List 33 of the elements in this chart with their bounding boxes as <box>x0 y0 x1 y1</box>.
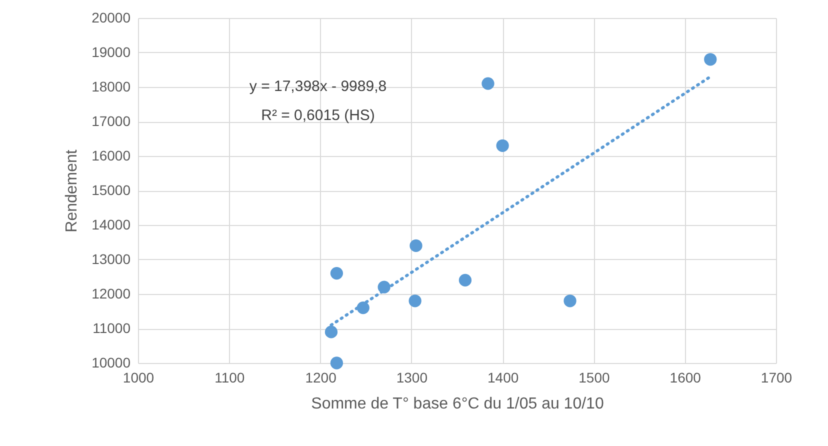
point <box>564 294 576 308</box>
y-tick-label: 15000 <box>92 182 131 198</box>
y-tick-label: 12000 <box>92 286 131 302</box>
point <box>496 139 509 152</box>
x-axis-title: Somme de T° base 6°C du 1/05 au 10/10 <box>311 396 604 412</box>
point <box>408 294 422 308</box>
x-tick-label: 1100 <box>214 370 245 386</box>
y-tick-label: 16000 <box>92 148 131 164</box>
y-tick-label: 18000 <box>92 78 131 94</box>
annotation: y = 17,398x - 9989,8 <box>249 78 387 95</box>
y-tick-label: 20000 <box>92 10 131 26</box>
point <box>458 274 472 287</box>
point <box>324 326 338 338</box>
point <box>330 356 344 370</box>
y-tick-label: 11000 <box>92 320 131 336</box>
y-tick-label: 17000 <box>92 113 131 129</box>
x-tick-label: 1300 <box>396 370 428 386</box>
point <box>482 77 494 90</box>
x-tick-label: 1200 <box>305 370 337 386</box>
point <box>704 53 717 66</box>
y-tick-label: 14000 <box>92 216 131 232</box>
y-axis-title: Rendement <box>64 149 81 232</box>
x-tick-label: 1400 <box>487 370 519 386</box>
y-tick-label: 10000 <box>92 354 131 370</box>
point <box>330 266 344 280</box>
x-tick-label: 1700 <box>760 370 792 386</box>
x-tick-label: 1000 <box>122 370 154 386</box>
x-tick-label: 1600 <box>670 370 702 386</box>
point <box>410 239 422 252</box>
y-tick-label: 13000 <box>92 251 131 267</box>
x-tick-label: 1500 <box>578 370 610 386</box>
annotation: R² = 0,6015 (HS) <box>261 107 375 124</box>
y-tick-label: 19000 <box>92 44 131 60</box>
